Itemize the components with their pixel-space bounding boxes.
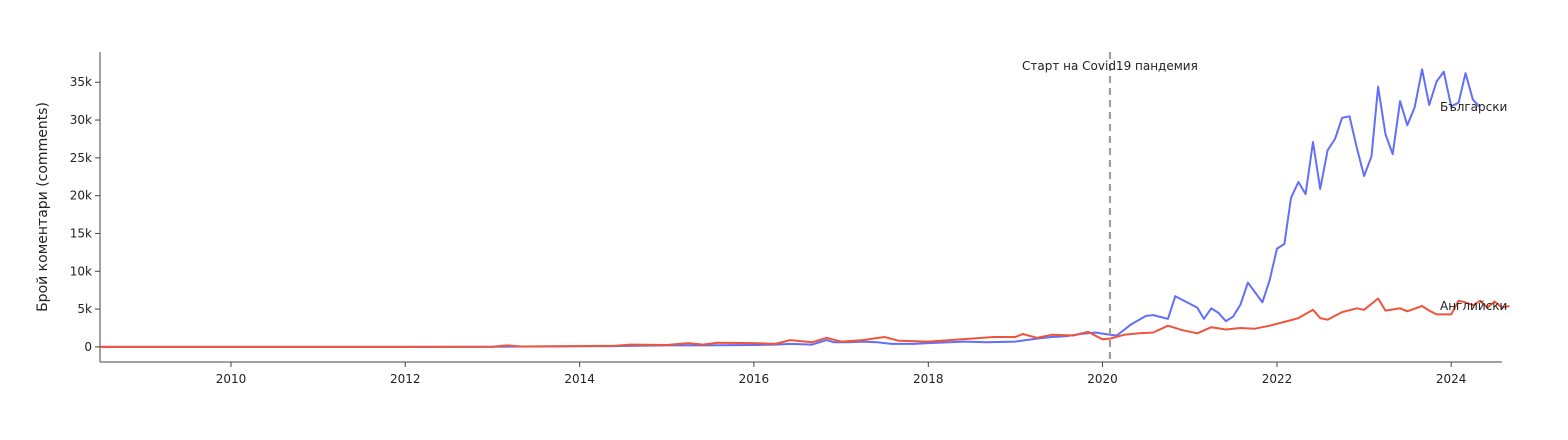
y-axis-title: Брой коментари (comments) <box>35 102 51 312</box>
x-tick-label: 2020 <box>1087 372 1118 386</box>
y-tick-label: 5k <box>77 302 92 316</box>
series-line-0 <box>100 68 1481 348</box>
y-tick-label: 25k <box>70 151 92 165</box>
y-tick-label: 0 <box>84 340 92 354</box>
y-tick-label: 20k <box>70 189 92 203</box>
axes: 0 5k 10k 15k 20k 25k 30k 35k 2010 2012 2014 2016 201… <box>70 52 1502 386</box>
covid-start-annotation: Старт на Covid19 пандемия <box>1022 59 1198 73</box>
x-tick-label: 2022 <box>1262 372 1293 386</box>
series-label-1: Английски <box>1440 299 1507 313</box>
annotation-layer: Старт на Covid19 пандемия <box>1022 52 1198 362</box>
y-tick-label: 30k <box>70 113 92 127</box>
x-tick-label: 2018 <box>913 372 944 386</box>
y-tick-label: 10k <box>70 264 92 278</box>
series-line-1 <box>100 297 1510 348</box>
x-tick-label: 2024 <box>1436 372 1467 386</box>
series-label-0: Български <box>1440 100 1507 114</box>
x-tick-label: 2012 <box>390 372 421 386</box>
y-tick-label: 35k <box>70 75 92 89</box>
x-tick-label: 2010 <box>216 372 247 386</box>
series-lines: Български Английски <box>100 68 1510 348</box>
y-tick-label: 15k <box>70 226 92 240</box>
x-tick-label: 2014 <box>564 372 595 386</box>
x-tick-label: 2016 <box>739 372 770 386</box>
